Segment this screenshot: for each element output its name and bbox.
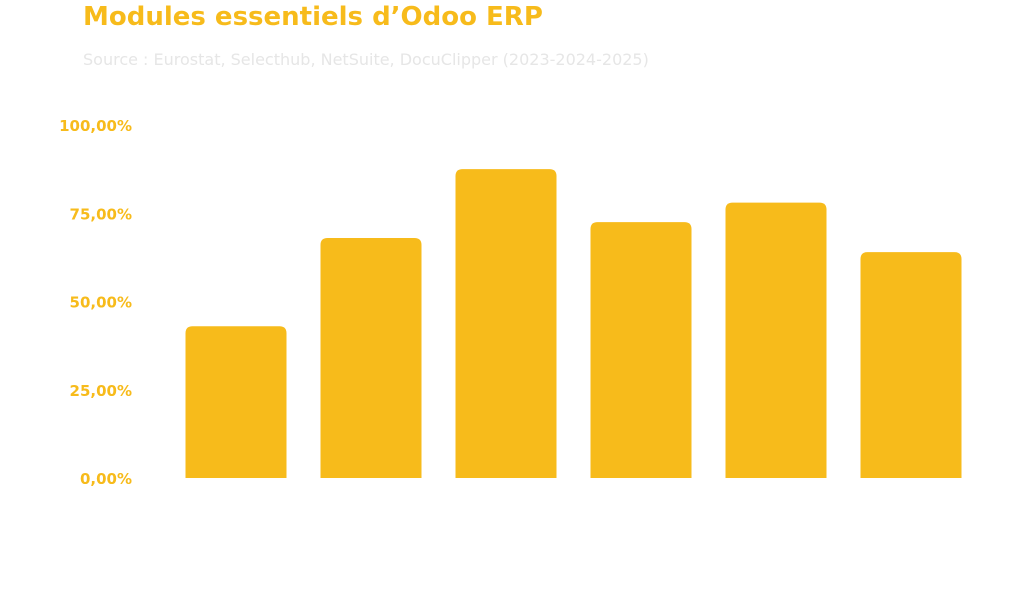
y-tick-label: 25,00% — [70, 382, 132, 400]
y-tick-label: 0,00% — [80, 470, 132, 488]
bar — [590, 222, 692, 478]
bar — [320, 237, 422, 478]
chart-subtitle: Source : Eurostat, Selecthub, NetSuite, … — [83, 50, 649, 69]
bar — [455, 169, 557, 478]
y-tick-label: 100,00% — [59, 117, 132, 135]
bar — [860, 252, 962, 478]
bars-group — [185, 169, 962, 478]
bar — [185, 326, 287, 478]
y-axis-ticks: 0,00% 25,00% 50,00% 75,00% 100,00% — [59, 117, 132, 488]
bar — [725, 202, 827, 478]
y-tick-label: 50,00% — [70, 294, 132, 312]
y-tick-label: 75,00% — [70, 205, 132, 223]
chart-title: Modules essentiels d’Odoo ERP — [83, 2, 543, 32]
